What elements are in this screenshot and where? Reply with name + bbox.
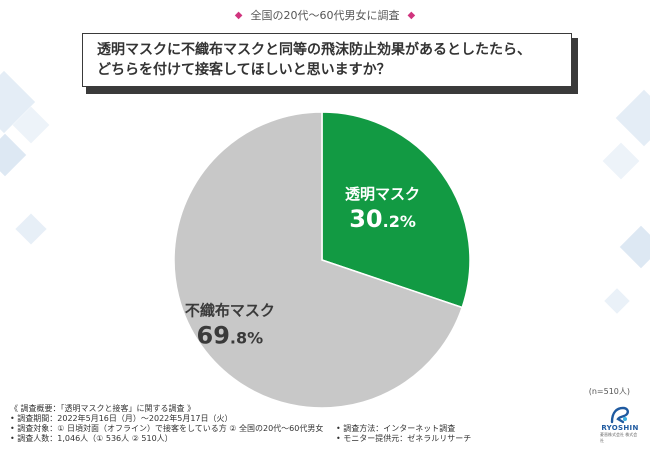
slice-label: 透明マスク	[345, 185, 420, 203]
pie-slice	[173, 111, 464, 409]
survey-target: • 調査対象：① 日頃対面（オフライン）で接客をしている方 ② 全国の20代～6…	[10, 424, 324, 433]
header-title: 全国の20代～60代男女に調査	[250, 9, 400, 22]
question-box: 透明マスクに不織布マスクと同等の飛沫防止効果があるとしたたら、 どちらを付けて接…	[82, 33, 572, 87]
survey-provider: • モニター提供元：ゼネラルリサーチ	[336, 434, 472, 443]
survey-summary: 《 調査概要：「透明マスクと接客」に関する調査 》 • 調査期間：2022年5月…	[10, 404, 570, 444]
question-line-1: 透明マスクに不織布マスクと同等の飛沫防止効果があるとしたたら、	[97, 42, 531, 58]
survey-header: ◆ 全国の20代～60代男女に調査 ◆	[0, 6, 650, 24]
diamond-icon: ◆	[407, 9, 416, 21]
survey-count: • 調査人数：1,046人（① 536人 ② 510人）	[10, 434, 173, 443]
pie-slice	[321, 111, 471, 309]
diamond-icon: ◆	[234, 9, 243, 21]
logo-mark-icon	[610, 406, 629, 424]
slice-value: 30.2%	[349, 205, 416, 233]
logo-subtitle: 菱晋株式会社 株式会社	[600, 432, 638, 443]
question-line-2: どちらを付けて接客してほしいと思いますか？	[97, 62, 391, 78]
company-logo: RYOSHIN 菱晋株式会社 株式会社	[600, 406, 640, 446]
survey-method: • 調査方法：インターネット調査	[336, 424, 456, 433]
slice-label: 不織布マスク	[185, 302, 275, 320]
survey-period: • 調査期間：2022年5月16日（月）～2022年5月17日（火）	[10, 414, 233, 423]
survey-title: 《 調査概要：「透明マスクと接客」に関する調査 》	[10, 404, 196, 413]
sample-size: (n=510人)	[588, 387, 630, 396]
slice-value: 69.8%	[197, 322, 264, 350]
logo-name: RYOSHIN	[601, 424, 639, 432]
